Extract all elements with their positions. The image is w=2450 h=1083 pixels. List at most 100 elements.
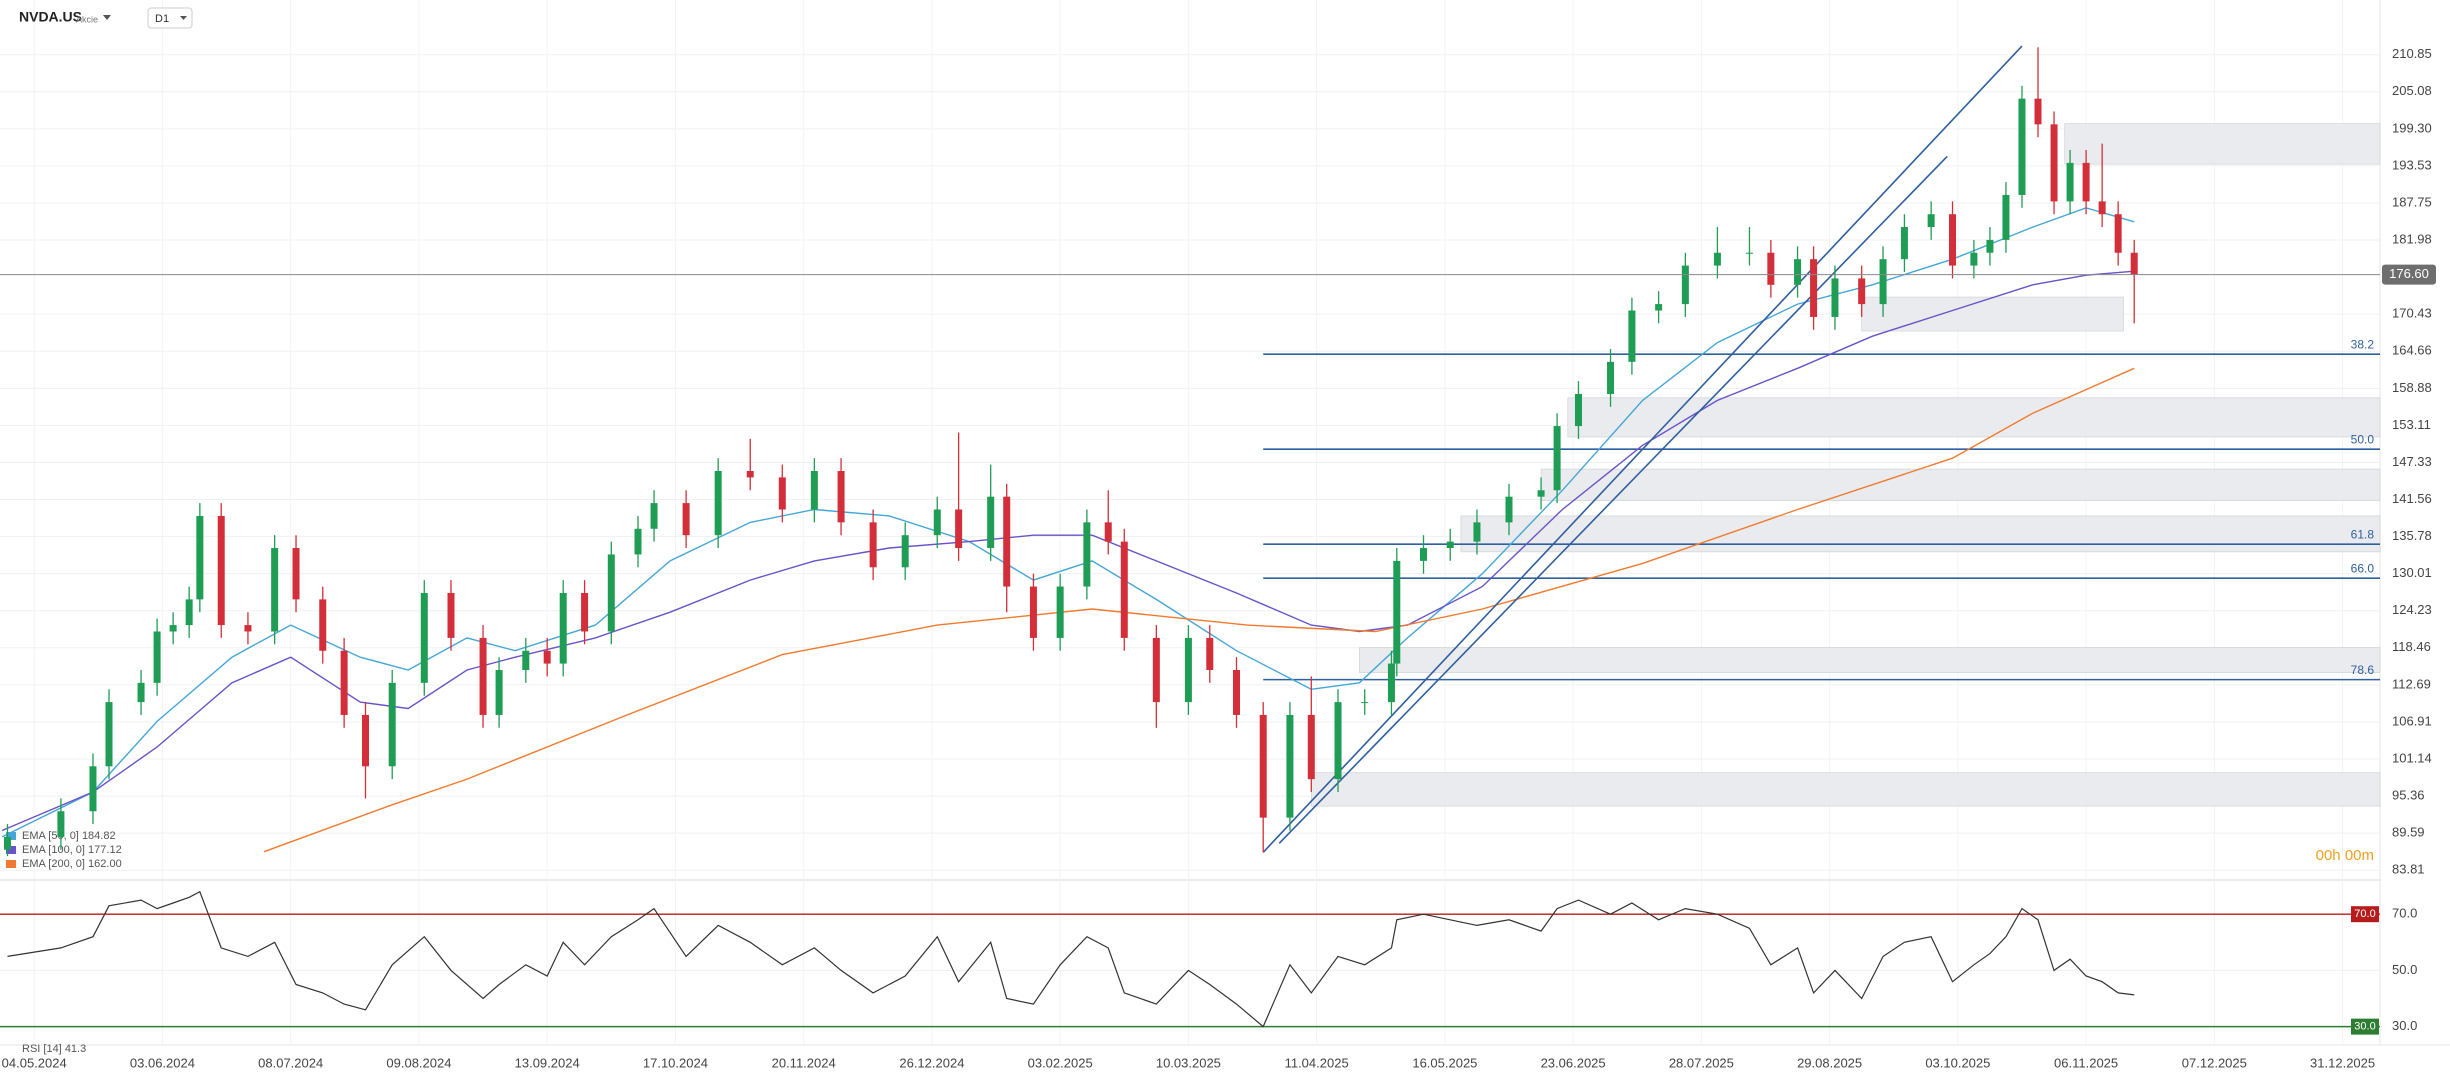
y-tick-label: 170.43 bbox=[2392, 306, 2432, 321]
y-tick-label: 187.75 bbox=[2392, 194, 2432, 209]
legend-name: EMA [50, 0] bbox=[22, 830, 79, 842]
candle-body bbox=[650, 503, 658, 529]
y-tick-label: 95.36 bbox=[2392, 788, 2425, 803]
zone bbox=[1567, 397, 2381, 438]
candle-body bbox=[1949, 214, 1957, 266]
candle-body bbox=[1184, 637, 1192, 703]
candle-body bbox=[153, 631, 161, 683]
candle-body bbox=[1537, 490, 1545, 497]
candle-body bbox=[292, 548, 300, 600]
candle-body bbox=[217, 515, 225, 626]
candle-body bbox=[1745, 252, 1753, 254]
timeframe[interactable]: D1 bbox=[155, 13, 169, 25]
level-box bbox=[2351, 1018, 2379, 1035]
candle-body bbox=[1713, 252, 1721, 266]
candle-body bbox=[1152, 637, 1160, 703]
zone bbox=[1310, 772, 2381, 807]
y-tick-label: 112.69 bbox=[2392, 676, 2431, 691]
legend-swatch bbox=[6, 846, 16, 854]
y-tick-label: 118.46 bbox=[2392, 639, 2431, 654]
candle-body bbox=[1003, 496, 1011, 587]
candle-body bbox=[196, 515, 204, 600]
x-tick-label: 09.08.2024 bbox=[386, 1055, 451, 1070]
level-box bbox=[2351, 906, 2379, 923]
candle-body bbox=[559, 592, 567, 664]
candle-body bbox=[340, 650, 348, 715]
candle-body bbox=[607, 554, 615, 632]
asset-class: Akcie bbox=[76, 14, 98, 24]
x-tick-label: 13.09.2024 bbox=[515, 1055, 580, 1070]
legend-name: EMA [200, 0] bbox=[22, 858, 85, 870]
candle-body bbox=[901, 535, 909, 568]
candle-body bbox=[1232, 670, 1240, 715]
candle-body bbox=[682, 503, 690, 536]
candle-body bbox=[2114, 214, 2122, 253]
candle-body bbox=[479, 637, 487, 715]
legend-value: 162.00 bbox=[88, 858, 122, 870]
candle-body bbox=[105, 702, 113, 767]
candle-body bbox=[869, 522, 877, 568]
candle-body bbox=[271, 548, 279, 632]
timeframe-dropdown[interactable] bbox=[180, 16, 187, 20]
fib-label: 38.2 bbox=[2351, 337, 2375, 351]
fib-label: 61.8 bbox=[2351, 527, 2375, 541]
candle-body bbox=[1259, 714, 1267, 818]
candle-body bbox=[810, 471, 818, 510]
level-label: 30.0 bbox=[2354, 1021, 2375, 1033]
legend-value: 177.12 bbox=[88, 844, 122, 856]
candle-body bbox=[1387, 663, 1395, 703]
candle-body bbox=[987, 496, 995, 549]
y-tick-label: 70.0 bbox=[2392, 906, 2417, 921]
symbol-dropdown[interactable] bbox=[103, 15, 111, 20]
y-tick-label: 124.23 bbox=[2392, 602, 2432, 617]
y-tick-label: 89.59 bbox=[2392, 825, 2425, 840]
x-tick-label: 11.04.2025 bbox=[1285, 1055, 1349, 1070]
candle-body bbox=[2002, 194, 2010, 240]
candle-body bbox=[2130, 252, 2138, 275]
fib-label: 78.6 bbox=[2351, 663, 2375, 677]
candle-body bbox=[1393, 560, 1401, 664]
last-price-box bbox=[2382, 264, 2436, 285]
y-tick-label: 101.14 bbox=[2392, 750, 2432, 765]
y-tick-label: 199.30 bbox=[2392, 120, 2432, 135]
candle-body bbox=[1056, 586, 1064, 638]
trend-line bbox=[1262, 45, 2023, 853]
y-tick-label: 153.11 bbox=[2392, 417, 2431, 432]
symbol[interactable]: NVDA.US bbox=[19, 9, 82, 25]
candle-body bbox=[2066, 162, 2074, 202]
y-tick-label: 130.01 bbox=[2392, 565, 2432, 580]
y-tick-label: 106.91 bbox=[2392, 713, 2432, 728]
legend-entry: EMA [100, 0] 177.12 bbox=[22, 844, 122, 856]
candle-body bbox=[1681, 265, 1689, 305]
trend-line bbox=[1278, 155, 1948, 844]
candle-body bbox=[634, 528, 642, 555]
candle-body bbox=[1473, 522, 1481, 542]
timeframe-box[interactable] bbox=[147, 7, 193, 29]
y-tick-label: 193.53 bbox=[2392, 157, 2432, 172]
candle-body bbox=[1970, 252, 1978, 266]
candle-body bbox=[1120, 541, 1128, 638]
countdown: 00h 00m bbox=[2316, 847, 2374, 864]
candle-body bbox=[420, 592, 428, 683]
candle-body bbox=[1505, 496, 1513, 523]
candle-body bbox=[837, 471, 845, 523]
x-tick-label: 29.08.2025 bbox=[1797, 1055, 1862, 1070]
zone bbox=[2064, 123, 2381, 165]
fib-label: 66.0 bbox=[2351, 561, 2375, 575]
candle-body bbox=[2050, 124, 2058, 202]
candle-body bbox=[1307, 714, 1315, 780]
candle-body bbox=[1104, 522, 1112, 542]
x-tick-label: 08.07.2024 bbox=[258, 1055, 323, 1070]
candle-body bbox=[1831, 278, 1839, 317]
x-tick-label: 10.03.2025 bbox=[1156, 1055, 1221, 1070]
candle-body bbox=[1927, 214, 1935, 228]
zone bbox=[1861, 296, 2124, 332]
candle-body bbox=[581, 592, 589, 632]
candle-body bbox=[89, 766, 97, 812]
fib-label: 50.0 bbox=[2351, 432, 2375, 446]
x-tick-label: 26.12.2024 bbox=[899, 1055, 964, 1070]
candle-body bbox=[1879, 259, 1887, 305]
